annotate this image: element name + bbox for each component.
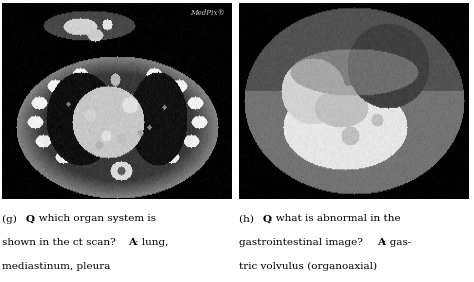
Text: (h): (h) [239, 214, 258, 223]
Text: mediastinum, pleura: mediastinum, pleura [2, 262, 111, 271]
Text: Q: Q [262, 214, 271, 223]
Text: A: A [128, 238, 137, 247]
Text: A: A [377, 238, 385, 247]
Text: : which organ system is: : which organ system is [32, 214, 155, 223]
Text: Q: Q [25, 214, 34, 223]
Text: : lung,: : lung, [135, 238, 168, 247]
Text: MedPix®: MedPix® [191, 9, 225, 17]
Text: : gas-: : gas- [383, 238, 411, 247]
Text: (g): (g) [2, 214, 20, 224]
Text: shown in the ct scan?: shown in the ct scan? [2, 238, 119, 247]
Text: gastrointestinal image?: gastrointestinal image? [239, 238, 366, 247]
Text: tric volvulus (organoaxial): tric volvulus (organoaxial) [239, 262, 377, 271]
Text: : what is abnormal in the: : what is abnormal in the [269, 214, 400, 223]
